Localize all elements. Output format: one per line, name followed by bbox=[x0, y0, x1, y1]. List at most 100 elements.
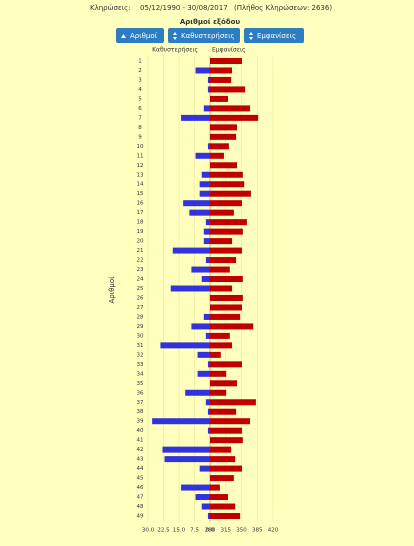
x-tick-label: 22.5 bbox=[157, 528, 170, 534]
bar bbox=[210, 456, 236, 463]
bar bbox=[210, 332, 230, 339]
bar bbox=[172, 247, 210, 254]
y-axis-label: Αριθμοί bbox=[108, 276, 116, 304]
bar bbox=[207, 427, 210, 434]
y-tick-label: 35 bbox=[137, 381, 144, 387]
bar bbox=[195, 494, 210, 501]
bar bbox=[210, 257, 237, 264]
y-tick-label: 27 bbox=[137, 305, 144, 311]
bar bbox=[210, 313, 241, 320]
y-tick-label: 6 bbox=[138, 106, 142, 112]
bar bbox=[203, 313, 210, 320]
button-label[interactable]: Καθυστερήσεις bbox=[181, 32, 235, 40]
bar bbox=[210, 437, 243, 444]
y-tick-label: 37 bbox=[137, 400, 144, 406]
bar bbox=[203, 228, 210, 235]
bar bbox=[210, 484, 220, 491]
bar bbox=[207, 76, 210, 83]
x-tick-label: 15.0 bbox=[173, 528, 186, 534]
y-tick-label: 20 bbox=[137, 239, 144, 245]
button[interactable]: Καθυστερήσεις bbox=[168, 28, 240, 43]
bar bbox=[210, 285, 233, 292]
bar bbox=[181, 484, 210, 491]
bar bbox=[207, 408, 210, 415]
bar bbox=[203, 238, 210, 245]
bar bbox=[207, 143, 210, 150]
y-tick-label: 39 bbox=[137, 419, 144, 425]
bar bbox=[191, 266, 210, 273]
bar bbox=[195, 67, 210, 74]
bar bbox=[210, 370, 227, 377]
bar bbox=[210, 323, 254, 330]
bar bbox=[191, 323, 210, 330]
y-tick-label: 7 bbox=[138, 115, 142, 121]
x-tick-label: 7.5 bbox=[190, 528, 199, 534]
bar bbox=[210, 143, 229, 150]
y-tick-label: 44 bbox=[137, 466, 144, 472]
bar bbox=[197, 351, 210, 358]
button-label[interactable]: Αριθμοί bbox=[130, 32, 158, 40]
bar bbox=[210, 228, 243, 235]
y-tick-label: 5 bbox=[138, 96, 142, 102]
y-tick-label: 10 bbox=[137, 144, 144, 150]
bar bbox=[210, 494, 228, 501]
bar bbox=[207, 513, 210, 519]
bar bbox=[210, 86, 246, 93]
y-tick-label: 12 bbox=[137, 163, 144, 169]
x-tick-label: 420 bbox=[268, 528, 279, 534]
legend-label: Καθυστερήσεις bbox=[152, 47, 198, 54]
bar bbox=[210, 351, 221, 358]
button[interactable]: Εμφανίσεις bbox=[244, 28, 304, 43]
y-tick-label: 2 bbox=[138, 68, 142, 74]
y-tick-label: 43 bbox=[137, 457, 144, 463]
bar bbox=[152, 418, 210, 425]
y-tick-label: 19 bbox=[137, 229, 144, 235]
bar bbox=[201, 276, 210, 283]
bar bbox=[210, 181, 245, 188]
bar bbox=[210, 418, 251, 425]
bar bbox=[210, 58, 242, 64]
bar bbox=[197, 370, 210, 377]
bar bbox=[210, 446, 232, 453]
bar bbox=[199, 465, 210, 472]
header-count: (Πλήθος Κληρώσεων: 2636) bbox=[234, 4, 332, 12]
y-tick-label: 22 bbox=[137, 258, 144, 264]
bar bbox=[210, 124, 237, 131]
bar bbox=[210, 247, 242, 254]
bar bbox=[199, 181, 210, 188]
bar bbox=[210, 95, 228, 102]
x-tick-label: 315 bbox=[221, 528, 232, 534]
bar bbox=[160, 342, 210, 349]
y-tick-label: 49 bbox=[137, 514, 144, 520]
bar bbox=[210, 171, 243, 178]
bar bbox=[210, 266, 230, 273]
bar bbox=[170, 285, 210, 292]
y-tick-label: 9 bbox=[138, 134, 142, 140]
bar bbox=[205, 219, 210, 226]
bar bbox=[183, 200, 210, 207]
bar bbox=[210, 76, 232, 83]
y-tick-label: 18 bbox=[137, 220, 144, 226]
bar bbox=[205, 399, 210, 406]
bar bbox=[210, 219, 247, 226]
y-tick-label: 16 bbox=[137, 201, 144, 207]
bar bbox=[162, 446, 210, 453]
legend-label: Εμφανίσεις bbox=[212, 47, 246, 54]
y-tick-label: 38 bbox=[137, 409, 144, 415]
y-tick-label: 32 bbox=[137, 352, 144, 358]
bar bbox=[210, 162, 237, 169]
y-tick-label: 36 bbox=[137, 390, 144, 396]
bar bbox=[181, 114, 210, 121]
button[interactable]: Αριθμοί bbox=[116, 28, 164, 43]
bar bbox=[199, 190, 210, 197]
y-tick-label: 34 bbox=[137, 371, 144, 377]
x-tick-label: 280 bbox=[205, 528, 216, 534]
x-tick-label: 385 bbox=[252, 528, 263, 534]
y-tick-label: 29 bbox=[137, 324, 144, 330]
y-tick-label: 41 bbox=[137, 438, 144, 444]
header-range: 05/12/1990 - 30/08/2017 bbox=[140, 4, 228, 12]
bar bbox=[210, 361, 242, 368]
bar bbox=[210, 133, 237, 140]
y-tick-label: 8 bbox=[138, 125, 142, 131]
button-label[interactable]: Εμφανίσεις bbox=[257, 32, 296, 40]
